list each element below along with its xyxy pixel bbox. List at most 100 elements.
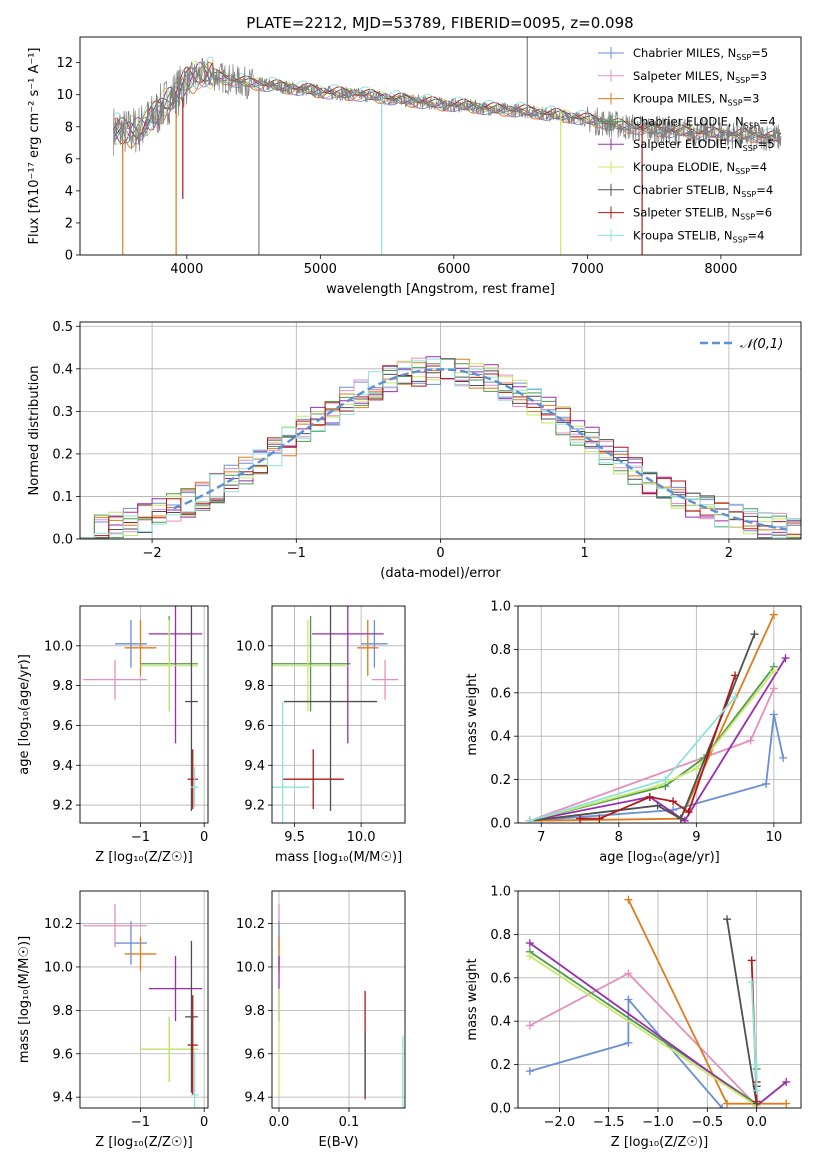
y-tick-label: 0.4 (490, 1015, 511, 1030)
x-axis-label: E(B-V) (318, 1135, 358, 1150)
x-tick-label: −1 (131, 1115, 150, 1130)
grid-mass-vs-EBV (272, 891, 405, 1108)
weight-marker (645, 792, 654, 801)
x-axis-label: Z [log₁₀(Z/Z☉)] (611, 1135, 708, 1150)
y-tick-label: 9.4 (244, 759, 265, 774)
y-tick-label: 0.1 (52, 490, 73, 505)
panel-mass-vs-EBV: 0.0 0.1 9.4 9.6 9.8 10.0 10.2 E(B-V) (236, 890, 406, 1150)
plot-area-residuals (80, 356, 801, 539)
weight-marker (723, 915, 732, 924)
plot-area-mass-weight-vs-age (525, 610, 790, 823)
weight-marker (525, 952, 534, 961)
y-tick-label: 0.0 (52, 533, 73, 548)
y-tick-label: 9.4 (52, 759, 73, 774)
x-tick-label: −1 (287, 546, 306, 561)
weight-line-salpeter-miles (529, 972, 758, 1107)
weight-marker (769, 610, 778, 619)
weight-marker (525, 1021, 534, 1030)
x-tick-label: 0 (200, 1115, 208, 1130)
weight-marker (653, 801, 662, 810)
grid-age-vs-mass (272, 606, 405, 823)
weight-line-kroupa-elodie (529, 955, 758, 1108)
y-tick-label: 0.2 (490, 773, 511, 788)
axes-frame (271, 605, 406, 824)
plot-area-mass-weight-vs-Z (525, 895, 791, 1108)
y-axis-label: mass weight (465, 958, 480, 1040)
y-tick-label: 0.8 (490, 643, 511, 658)
x-tick-label: 2 (725, 546, 733, 561)
y-tick-label: 9.8 (52, 1004, 73, 1019)
x-tick-label: 9 (692, 830, 700, 845)
x-tick-label: 0 (436, 546, 444, 561)
weight-marker (653, 782, 662, 791)
x-tick-label: 8000 (704, 262, 737, 277)
x-axis-label: Z [log₁₀(Z/Z☉)] (95, 1135, 192, 1150)
legend-entry: Salpeter STELIB, NSSP=6 (633, 206, 772, 222)
y-tick-label: 0.5 (52, 320, 73, 335)
histogram-salpeter-stelib (80, 365, 801, 539)
x-tick-label: −1.0 (642, 1115, 674, 1130)
weight-marker (769, 667, 778, 676)
y-tick-label: 9.6 (244, 1047, 265, 1062)
y-tick-label: 12 (56, 56, 73, 71)
x-tick-label: −1.5 (593, 1115, 625, 1130)
weight-line-salpeter-miles (529, 688, 775, 822)
legend-entry: Chabrier STELIB, NSSP=4 (633, 183, 773, 199)
figure-title: PLATE=2212, MJD=53789, FIBERID=0095, z=0… (246, 14, 633, 32)
weight-marker (676, 814, 685, 823)
weight-marker (692, 764, 701, 773)
weight-marker (576, 814, 585, 823)
plot-area-age-vs-mass (272, 606, 399, 823)
y-tick-label: 10 (56, 88, 73, 103)
y-tick-label: 0.6 (490, 971, 511, 986)
weight-marker (595, 814, 604, 823)
plot-area-mass-vs-Z (83, 904, 203, 1108)
panel-mass-weight-vs-Z: −2.0 −1.5 −1.0 −0.5 0.0 0.0 0.2 0.4 0.6 0.8 1.0 Z [… (465, 885, 802, 1150)
weight-line-kroupa-elodie (529, 670, 775, 822)
panel-mass-vs-Z: −1 0 9.4 9.6 9.8 10.0 10.2 Z [log₁₀(Z/Z☉)] mass … (17, 890, 209, 1150)
axes-frame (271, 890, 406, 1109)
axes-frame (79, 36, 802, 256)
x-tick-label: 0.0 (746, 1115, 767, 1130)
weight-marker (762, 779, 771, 788)
y-tick-label: 9.4 (52, 1091, 73, 1106)
y-tick-label: 10.2 (44, 917, 73, 932)
panel-residuals: −2 −1 0 1 2 0.0 0.1 0.2 0.3 0.4 0.5 (data-model)/er… (27, 320, 802, 581)
x-tick-label: 1 (581, 546, 589, 561)
y-tick-label: 0.2 (490, 1058, 511, 1073)
y-tick-label: 9.6 (52, 719, 73, 734)
plot-area-age-vs-Z (83, 606, 203, 812)
legend-entry: Chabrier ELODIE, NSSP=4 (633, 114, 776, 130)
weight-marker (525, 816, 534, 823)
y-tick-label: 9.2 (244, 799, 265, 814)
y-tick-label: 4 (65, 184, 73, 199)
plot-area-mass-vs-EBV (278, 904, 404, 1108)
y-tick-label: 9.6 (244, 719, 265, 734)
plot-area-spectrum (112, 37, 782, 255)
weight-marker (661, 775, 670, 784)
legend-entry: Chabrier MILES, NSSP=5 (633, 46, 768, 62)
y-tick-label: 0 (65, 249, 73, 264)
y-tick-label: 9.8 (244, 1004, 265, 1019)
y-tick-label: 0.8 (490, 928, 511, 943)
weight-marker (669, 797, 678, 806)
x-tick-label: −0.5 (692, 1115, 724, 1130)
y-axis-label: Normed distribution (27, 366, 42, 496)
grid-mass-vs-Z (80, 891, 208, 1108)
grid-mass-weight-vs-age (518, 605, 801, 824)
y-tick-label: 10.0 (236, 639, 265, 654)
y-axis-label: age [log₁₀(age/yr)] (17, 654, 32, 775)
weight-marker (731, 671, 740, 680)
weight-marker (723, 1099, 732, 1108)
x-tick-label: −2.0 (544, 1115, 576, 1130)
x-tick-label: 6000 (437, 262, 470, 277)
weight-marker (781, 654, 790, 663)
weight-marker (752, 1060, 761, 1069)
axes-frame (79, 890, 209, 1109)
axes-frame (79, 605, 209, 824)
weight-marker (769, 684, 778, 693)
y-tick-label: 10.0 (44, 639, 73, 654)
weight-marker (624, 995, 633, 1004)
weight-marker (752, 1086, 761, 1095)
